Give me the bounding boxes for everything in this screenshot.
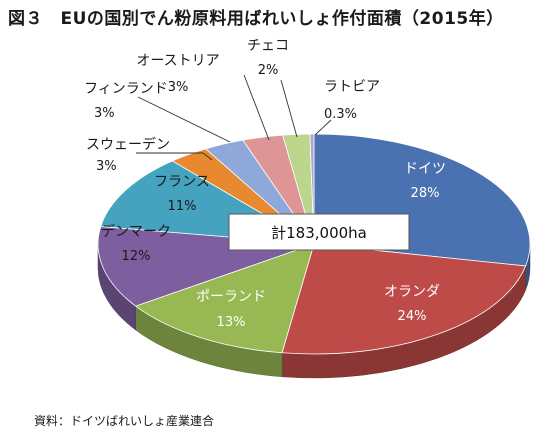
leader-line-7 bbox=[243, 74, 270, 141]
slice-value-4: 11% bbox=[168, 199, 197, 214]
slice-label-6: フィンランド bbox=[84, 81, 168, 97]
source-note: 資料：ドイツばれいしょ産業連合 bbox=[34, 414, 215, 428]
slice-label-3: デンマーク bbox=[101, 223, 171, 240]
total-label: 計183,000ha bbox=[271, 224, 367, 242]
leader-line-6 bbox=[137, 96, 231, 143]
slice-label-2: ポーランド bbox=[196, 289, 266, 305]
slice-1 bbox=[281, 243, 527, 355]
slice-label-4: フランス bbox=[154, 174, 210, 190]
leader-line-9 bbox=[314, 119, 332, 136]
slice-value-6: 3% bbox=[94, 106, 115, 121]
slice-value-8: 2% bbox=[258, 63, 279, 78]
slice-value-5: 3% bbox=[96, 159, 117, 174]
leader-line-5 bbox=[136, 152, 213, 161]
slice-label-5: スウェーデン bbox=[86, 136, 170, 153]
slice-2 bbox=[134, 243, 315, 354]
leader-line-8 bbox=[280, 79, 298, 138]
slice-value-2: 13% bbox=[217, 315, 246, 330]
chart-title: 図３ EUの国別でん粉原料用ばれいしょ作付面積（2015年） bbox=[8, 9, 504, 29]
slice-value-7: 3% bbox=[168, 80, 189, 95]
slice-label-0: ドイツ bbox=[404, 161, 446, 177]
slice-label-8: チェコ bbox=[247, 38, 289, 54]
slice-label-7: オーストリア bbox=[136, 53, 219, 69]
slice-label-9: ラトビア bbox=[324, 79, 380, 95]
slice-value-0: 28% bbox=[411, 186, 440, 201]
slice-value-9: 0.3% bbox=[324, 107, 357, 122]
slice-value-3: 12% bbox=[122, 249, 151, 264]
total-box: 計183,000ha bbox=[228, 213, 410, 251]
slice-value-1: 24% bbox=[398, 309, 427, 324]
slice-label-1: オランダ bbox=[384, 284, 440, 300]
